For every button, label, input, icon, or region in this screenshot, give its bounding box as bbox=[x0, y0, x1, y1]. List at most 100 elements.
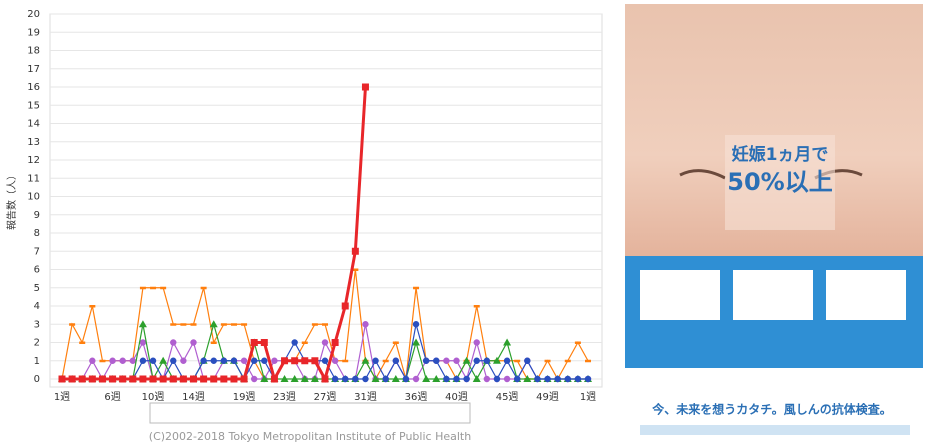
marker bbox=[139, 376, 146, 383]
marker bbox=[231, 358, 237, 364]
marker bbox=[301, 357, 308, 364]
marker bbox=[322, 323, 328, 326]
marker bbox=[180, 358, 186, 364]
y-tick-label: 9 bbox=[34, 210, 40, 221]
marker bbox=[575, 376, 581, 382]
y-tick-label: 4 bbox=[34, 301, 40, 312]
marker bbox=[89, 305, 95, 308]
marker bbox=[403, 376, 409, 382]
marker bbox=[99, 376, 106, 383]
marker bbox=[413, 321, 419, 327]
marker bbox=[322, 339, 328, 345]
marker bbox=[504, 376, 510, 382]
poster: 妊娠1ヵ月で 50%以上 今、未来を想うカタチ。風しんの抗体検査。 bbox=[625, 4, 923, 435]
marker bbox=[352, 376, 358, 382]
marker bbox=[443, 358, 449, 364]
marker bbox=[302, 342, 308, 345]
marker bbox=[514, 360, 520, 363]
marker bbox=[221, 323, 227, 326]
x-tick-label: 1週 bbox=[54, 391, 70, 403]
marker bbox=[130, 358, 136, 364]
x-tick-label: 31週 bbox=[354, 391, 377, 403]
marker bbox=[413, 376, 419, 382]
marker bbox=[322, 358, 328, 364]
marker bbox=[342, 360, 348, 363]
marker bbox=[393, 342, 399, 345]
marker bbox=[554, 376, 560, 382]
marker bbox=[180, 376, 187, 383]
marker bbox=[474, 305, 480, 308]
marker bbox=[241, 376, 248, 383]
marker bbox=[504, 358, 510, 364]
marker bbox=[281, 357, 288, 364]
page: 012345678910111213141516171819201週6週10週1… bbox=[0, 0, 930, 446]
marker bbox=[372, 358, 378, 364]
y-tick-label: 6 bbox=[34, 265, 40, 276]
marker bbox=[89, 376, 96, 383]
marker bbox=[109, 358, 115, 364]
poster-tagline: 今、未来を想うカタチ。風しんの抗体検査。 bbox=[651, 402, 891, 417]
y-tick-label: 10 bbox=[27, 192, 40, 203]
marker bbox=[291, 357, 298, 364]
marker bbox=[241, 358, 247, 364]
marker bbox=[342, 303, 349, 310]
marker bbox=[241, 323, 247, 326]
y-tick-label: 14 bbox=[27, 119, 40, 130]
marker bbox=[474, 358, 480, 364]
y-tick-label: 17 bbox=[27, 64, 40, 75]
marker bbox=[271, 358, 277, 364]
marker bbox=[494, 376, 500, 382]
marker bbox=[565, 360, 571, 363]
y-tick-label: 2 bbox=[34, 338, 40, 349]
marker bbox=[59, 376, 66, 383]
y-axis-label: 報告数（人） bbox=[5, 170, 18, 230]
y-tick-label: 19 bbox=[27, 27, 40, 38]
y-tick-label: 12 bbox=[27, 155, 40, 166]
marker bbox=[221, 358, 227, 364]
marker bbox=[362, 376, 368, 382]
marker bbox=[170, 376, 177, 383]
y-tick-label: 20 bbox=[27, 9, 40, 20]
marker bbox=[170, 323, 176, 326]
marker bbox=[99, 360, 105, 363]
y-tick-label: 15 bbox=[27, 100, 40, 111]
marker bbox=[544, 376, 550, 382]
poster-card bbox=[733, 270, 813, 320]
marker bbox=[119, 376, 126, 383]
marker bbox=[200, 376, 207, 383]
marker bbox=[129, 376, 136, 383]
marker bbox=[393, 358, 399, 364]
footer: (C)2002-2018 Tokyo Metropolitan Institut… bbox=[149, 430, 471, 443]
x-tick-label: 40週 bbox=[445, 391, 468, 403]
poster-headline: 妊娠1ヵ月で bbox=[732, 144, 829, 165]
y-tick-label: 8 bbox=[34, 228, 40, 239]
marker bbox=[575, 342, 581, 345]
marker bbox=[79, 376, 86, 383]
marker bbox=[565, 376, 571, 382]
marker bbox=[211, 358, 217, 364]
y-tick-label: 1 bbox=[34, 356, 40, 367]
marker bbox=[251, 376, 257, 382]
marker bbox=[261, 358, 267, 364]
x-tick-label: 19週 bbox=[233, 391, 256, 403]
marker bbox=[190, 376, 197, 383]
marker bbox=[160, 376, 167, 383]
marker bbox=[322, 376, 329, 383]
marker bbox=[332, 376, 338, 382]
marker bbox=[109, 376, 116, 383]
x-tick-label: 36週 bbox=[405, 391, 428, 403]
marker bbox=[463, 376, 469, 382]
y-tick-label: 3 bbox=[34, 319, 40, 330]
marker bbox=[79, 342, 85, 345]
marker bbox=[453, 376, 459, 382]
marker bbox=[585, 360, 591, 363]
marker bbox=[170, 339, 176, 345]
marker bbox=[201, 287, 207, 290]
x-tick-label: 27週 bbox=[314, 391, 337, 403]
marker bbox=[534, 376, 540, 382]
series-line bbox=[62, 324, 588, 379]
marker bbox=[119, 358, 125, 364]
marker bbox=[342, 376, 348, 382]
marker bbox=[433, 358, 439, 364]
marker bbox=[585, 376, 591, 382]
